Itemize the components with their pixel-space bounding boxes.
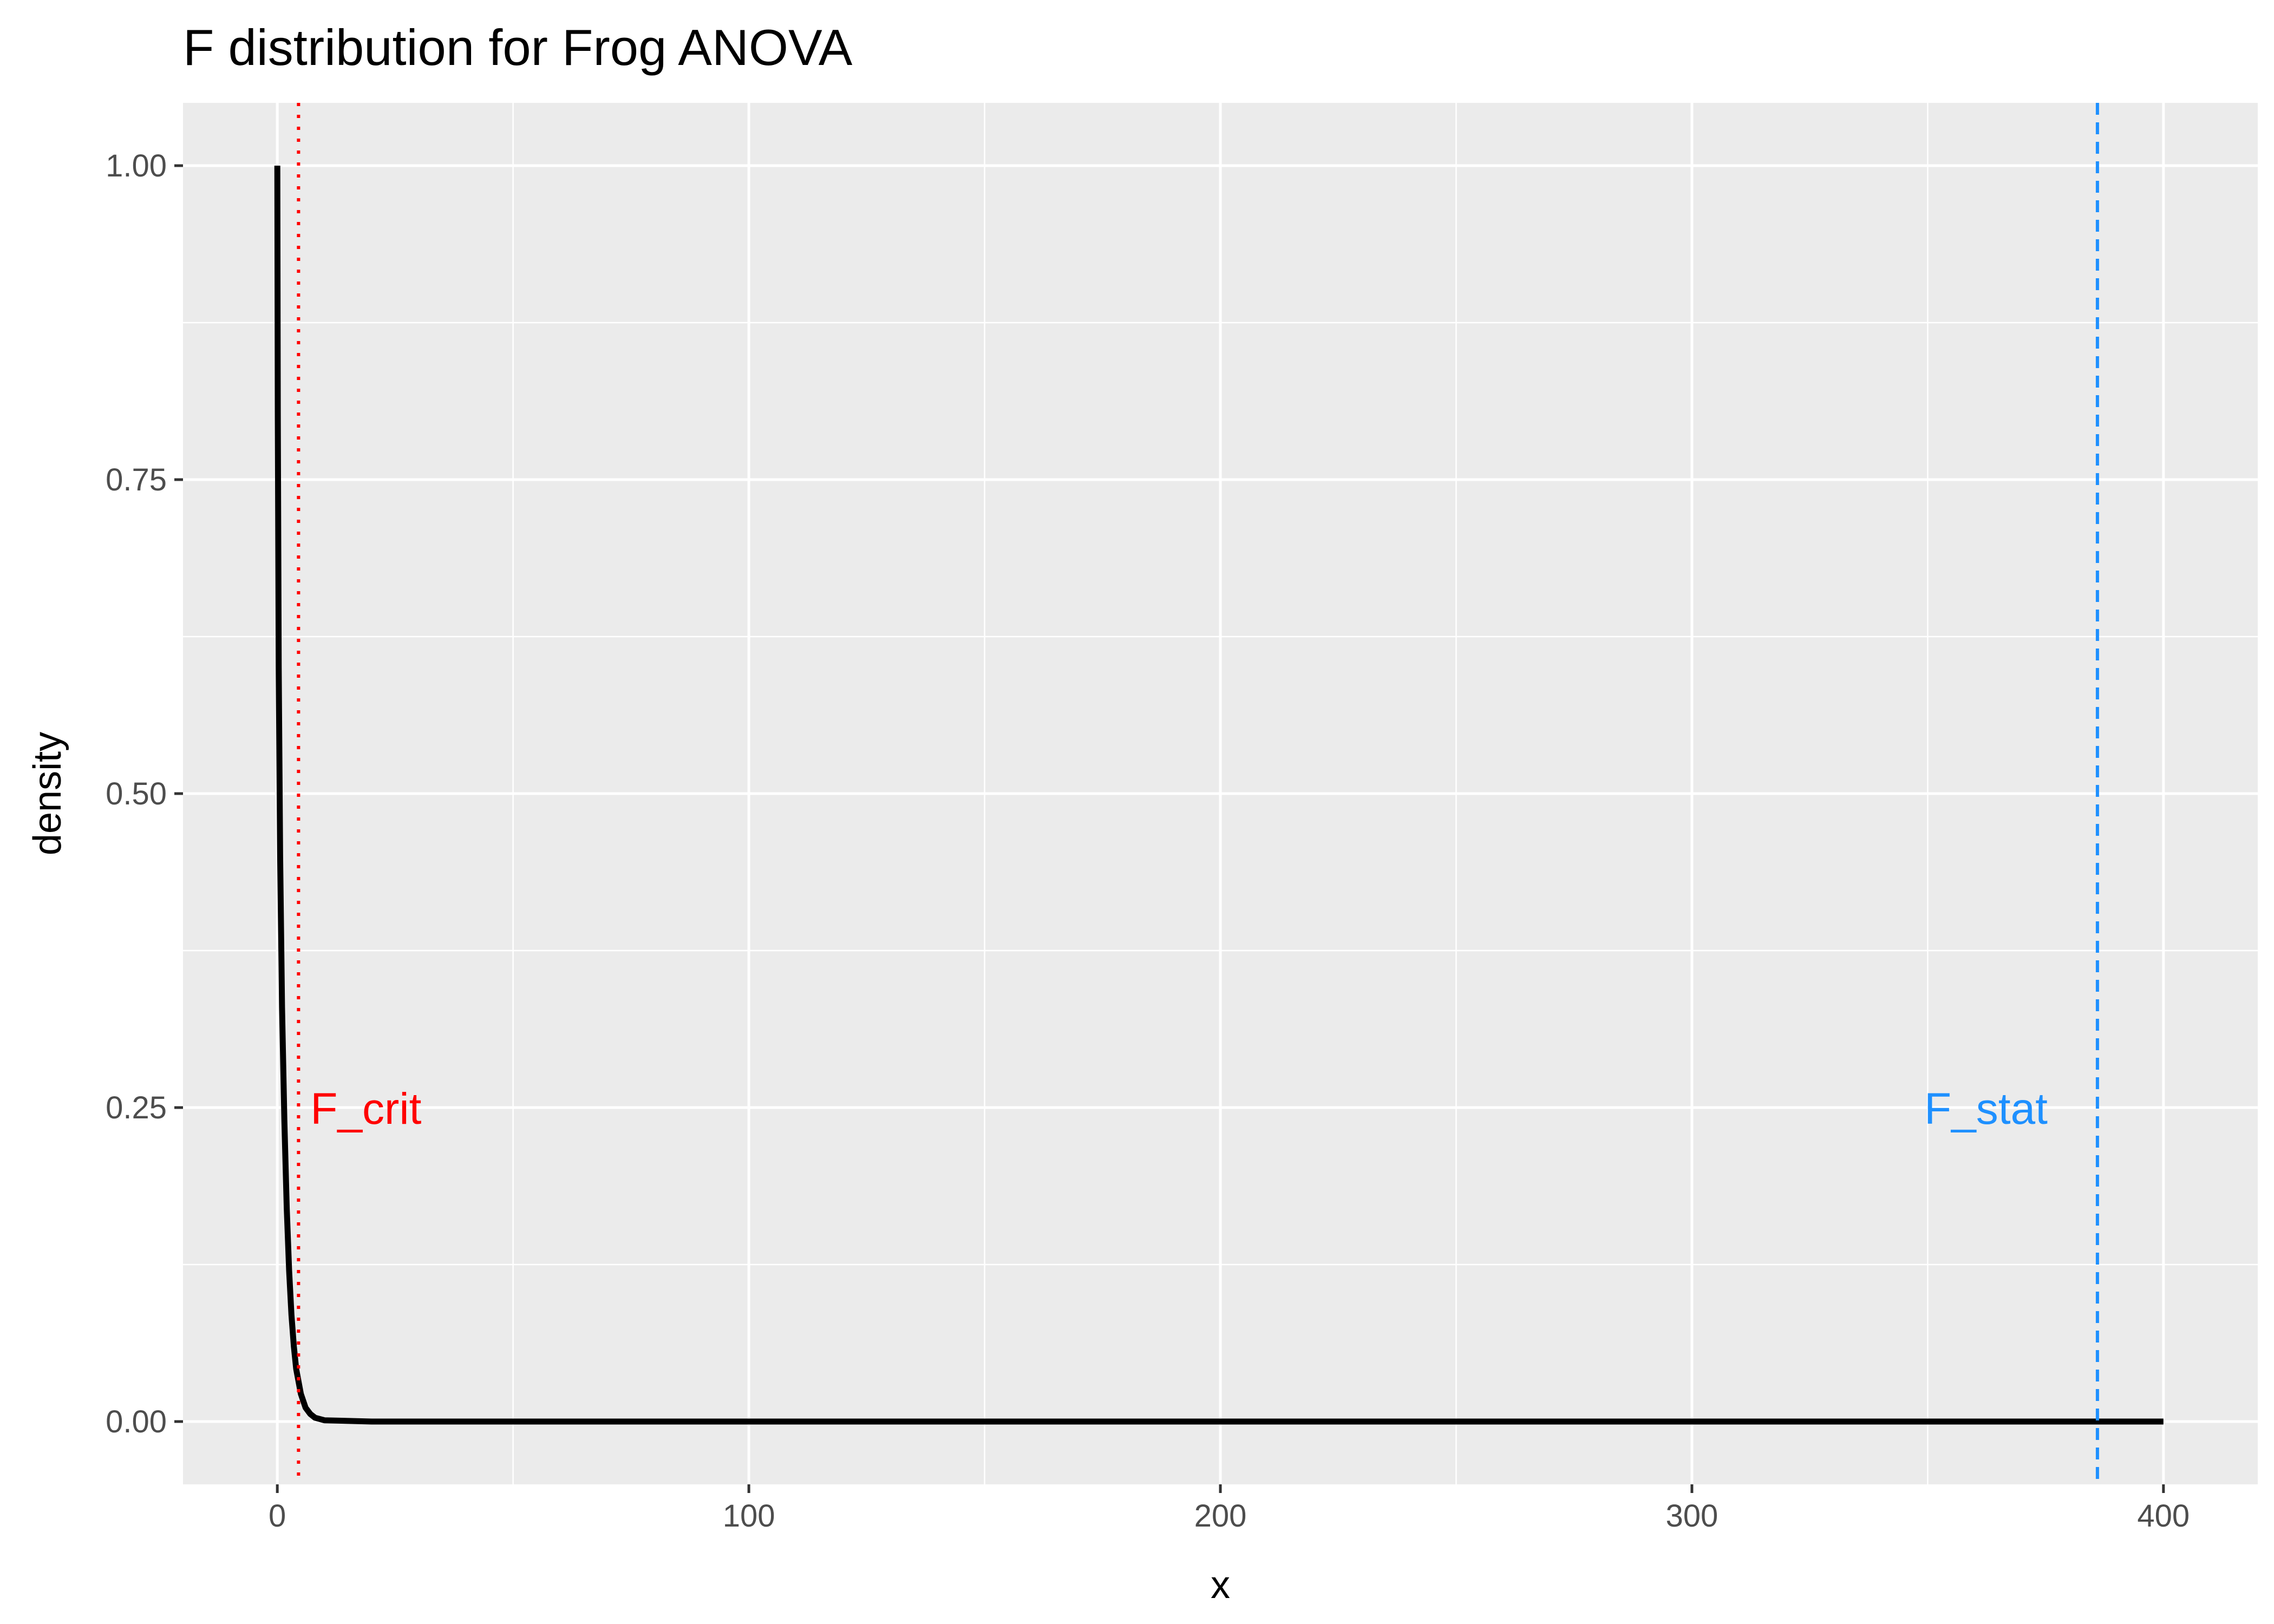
x-tick-label: 400 (2137, 1498, 2190, 1534)
annotation-f-crit: F_crit (310, 1084, 421, 1134)
y-tick-label: 0.25 (106, 1090, 167, 1125)
x-tick-label: 200 (1194, 1498, 1247, 1534)
y-axis: 0.00 0.25 0.50 0.75 1.00 (106, 148, 183, 1439)
chart-title: F distribution for Frog ANOVA (183, 19, 853, 76)
y-tick-label: 0.50 (106, 776, 167, 811)
density-curve (274, 165, 2164, 1425)
x-tick-label: 100 (723, 1498, 775, 1534)
annotations: F_crit F_stat (310, 1084, 2048, 1134)
x-tick-label: 300 (1666, 1498, 1718, 1534)
x-tick-label: 0 (269, 1498, 286, 1534)
y-tick-label: 0.00 (106, 1404, 167, 1439)
series-layer (274, 165, 2164, 1425)
annotation-f-stat: F_stat (1924, 1084, 2048, 1134)
y-tick-label: 1.00 (106, 148, 167, 184)
y-tick-label: 0.75 (106, 462, 167, 497)
reference-lines (297, 103, 2099, 1484)
x-axis-title: x (1211, 1563, 1230, 1607)
major-gridlines (183, 103, 2258, 1484)
x-axis: 0 100 200 300 400 (269, 1484, 2190, 1534)
y-axis-title: density (26, 732, 69, 855)
